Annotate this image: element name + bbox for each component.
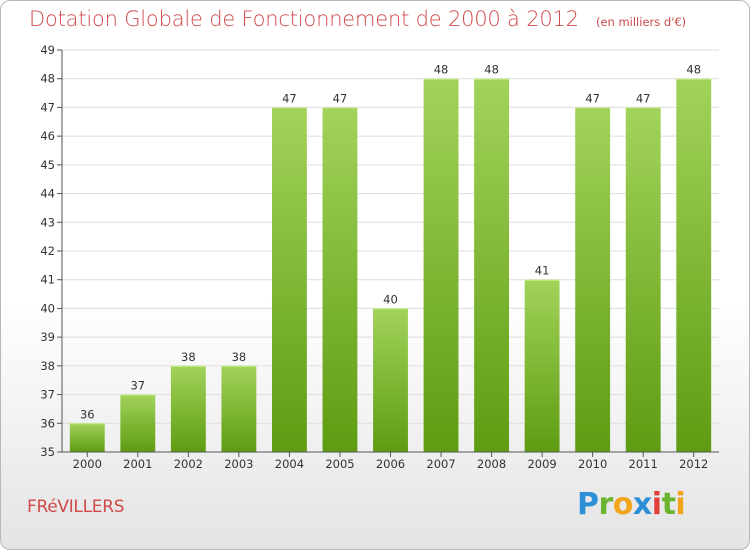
logo-letter: t	[661, 487, 676, 522]
y-tick-label: 49	[40, 43, 55, 57]
logo-letter: i	[651, 487, 662, 522]
bar	[170, 365, 206, 452]
y-tick-label: 46	[40, 129, 55, 143]
y-tick-label: 41	[40, 273, 55, 287]
data-label: 38	[181, 350, 196, 364]
data-label: 47	[282, 91, 297, 105]
data-label: 48	[484, 63, 499, 77]
y-tick-label: 38	[40, 359, 55, 373]
y-tick-label: 45	[40, 158, 55, 172]
bar	[221, 365, 257, 452]
bar	[625, 107, 661, 452]
data-label: 48	[686, 63, 701, 77]
x-tick-label: 2006	[376, 457, 405, 471]
x-tick-label: 2005	[325, 457, 354, 471]
data-label: 40	[383, 292, 398, 306]
labels: 35 36 37 38 39 40 41 42 43 44 45 46 47 48 49 36 2000 37 20…	[40, 43, 708, 471]
bar	[524, 279, 560, 452]
logo-letter: P	[577, 487, 599, 522]
bar	[322, 107, 358, 452]
bar	[474, 78, 510, 452]
data-label: 47	[333, 91, 348, 105]
bars	[69, 78, 712, 452]
title-row: Dotation Globale de Fonctionnement de 20…	[29, 7, 686, 31]
bar	[120, 394, 156, 452]
y-tick-label: 47	[40, 100, 55, 114]
bar	[423, 78, 459, 452]
x-tick-label: 2003	[224, 457, 253, 471]
y-tick-label: 35	[40, 445, 55, 459]
axes	[57, 49, 719, 457]
x-tick-label: 2010	[578, 457, 607, 471]
y-tick-label: 48	[40, 72, 55, 86]
logo-letter: x	[632, 487, 652, 522]
y-tick-label: 37	[40, 388, 55, 402]
y-tick-label: 44	[40, 187, 55, 201]
x-tick-label: 2009	[527, 457, 556, 471]
x-tick-label: 2000	[73, 457, 102, 471]
bar	[69, 423, 105, 452]
bar	[676, 78, 712, 452]
bar	[271, 107, 307, 452]
data-label: 47	[585, 91, 600, 105]
town-name: FRéVILLERS	[27, 497, 125, 517]
bar	[373, 308, 408, 452]
logo-letter: r	[598, 487, 614, 522]
data-label: 38	[232, 350, 247, 364]
chart-subtitle: (en milliers d'€)	[595, 15, 687, 29]
x-tick-label: 2002	[174, 457, 203, 471]
data-label: 47	[636, 91, 651, 105]
x-tick-label: 2008	[477, 457, 506, 471]
y-tick-label: 36	[40, 416, 55, 430]
data-label: 37	[130, 379, 145, 393]
x-tick-label: 2001	[123, 457, 152, 471]
x-tick-label: 2011	[629, 457, 658, 471]
y-tick-label: 42	[40, 244, 55, 258]
x-tick-label: 2012	[679, 457, 708, 471]
proxiti-logo[interactable]: Proxiti	[577, 487, 686, 522]
data-label: 36	[80, 407, 95, 421]
y-tick-label: 39	[40, 330, 55, 344]
logo-letter: o	[612, 487, 634, 522]
x-tick-label: 2004	[275, 457, 304, 471]
data-label: 41	[535, 264, 550, 278]
y-tick-label: 43	[40, 215, 55, 229]
x-tick-label: 2007	[426, 457, 455, 471]
y-tick-label: 40	[40, 301, 55, 315]
logo-letter: i	[675, 487, 686, 522]
chart-title: Dotation Globale de Fonctionnement de 20…	[29, 7, 579, 31]
bar	[575, 107, 611, 452]
data-label: 48	[434, 63, 449, 77]
